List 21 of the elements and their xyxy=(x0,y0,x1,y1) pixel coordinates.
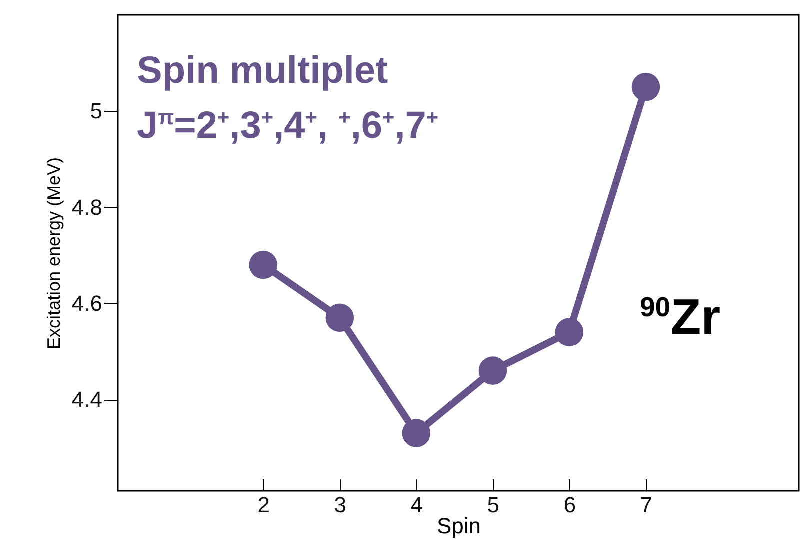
text: J$^{π}$=2$^{+}$,3$^{+}$,4$^{+}$, $^{+}$,6$^{+}$,7$^{+}$ xyxy=(137,105,439,147)
x-tick-label: 3 xyxy=(334,492,347,518)
annotation: Spin multiplet xyxy=(137,50,388,93)
point xyxy=(326,304,354,332)
y-tick-label: 4.6 xyxy=(72,290,102,316)
point xyxy=(249,250,278,280)
x-axis-title: Spin xyxy=(436,514,482,538)
y-tick-label: 4.8 xyxy=(72,194,102,220)
point xyxy=(402,419,431,448)
point xyxy=(555,318,584,346)
point xyxy=(478,356,508,385)
x-tick-label: 2 xyxy=(258,492,270,518)
x-tick-label: 6 xyxy=(564,492,576,518)
point xyxy=(632,73,660,102)
x-tick-label: 5 xyxy=(487,492,500,518)
x-tick-label: 7 xyxy=(640,492,653,518)
y-axis-title: Excitation energy (MeV) xyxy=(44,157,64,350)
y-tick-label: 4.4 xyxy=(72,387,102,412)
annotation: $^{90}$Zr xyxy=(640,288,721,346)
y-tick-label: 5 xyxy=(90,98,102,124)
x-tick-label: 4 xyxy=(410,492,424,518)
